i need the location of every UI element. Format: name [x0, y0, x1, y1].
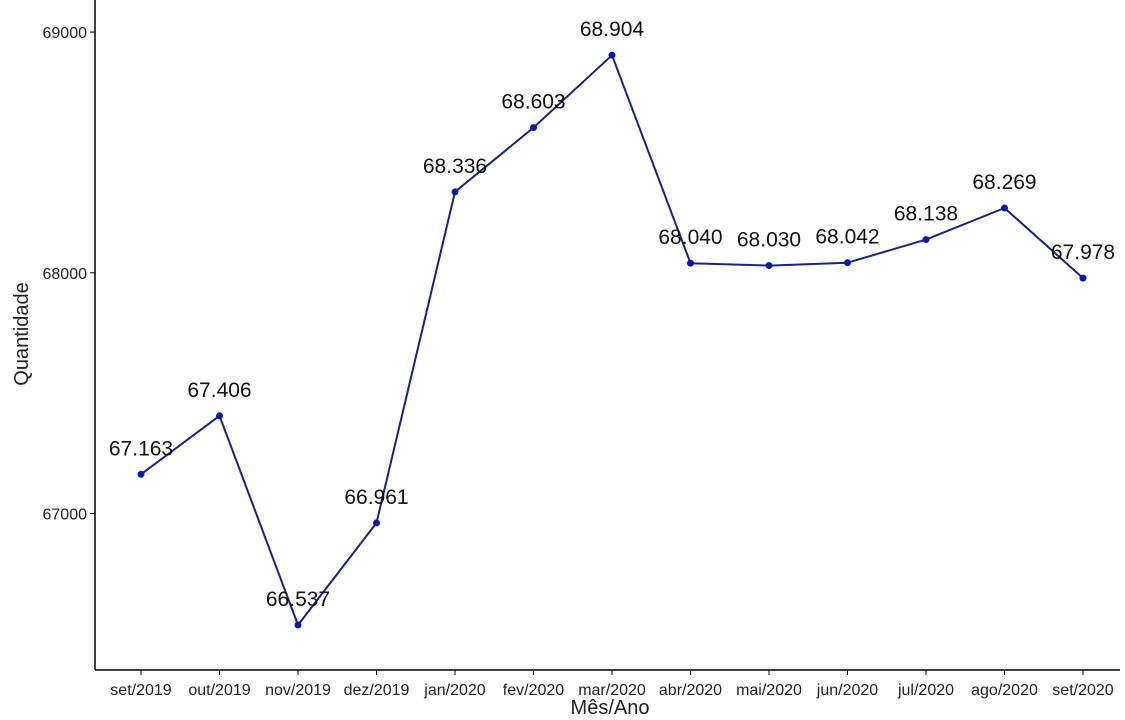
x-tick-label: set/2020 — [1052, 682, 1113, 699]
x-tick-label: abr/2020 — [659, 682, 722, 699]
data-point — [451, 188, 459, 196]
x-tick-label: dez/2019 — [344, 682, 410, 699]
y-tick-label: 69000 — [43, 25, 88, 42]
x-tick-label: mai/2020 — [736, 682, 802, 699]
data-point — [373, 519, 380, 527]
data-label: 66.537 — [266, 588, 330, 611]
data-label: 67.406 — [187, 379, 251, 402]
x-tick-label: ago/2020 — [971, 682, 1038, 699]
data-label: 68.603 — [501, 91, 565, 114]
x-tick-label: jul/2020 — [897, 682, 954, 699]
data-label: 68.030 — [737, 229, 801, 252]
data-point — [530, 124, 537, 132]
chart-data-labels: 67.163 67.406 66.537 66.961 68.336 68.603 68.9… — [109, 18, 1115, 611]
data-label: 68.904 — [580, 18, 645, 41]
data-label: 67.978 — [1051, 241, 1115, 264]
data-label: 68.138 — [894, 203, 958, 226]
data-point — [1001, 204, 1008, 212]
data-point — [1079, 274, 1087, 282]
x-tick-label: fev/2020 — [503, 682, 564, 699]
y-tick-label: 68000 — [43, 266, 88, 283]
data-label: 68.269 — [972, 171, 1036, 194]
x-tick-label: out/2019 — [188, 682, 250, 699]
data-label: 68.042 — [815, 226, 879, 249]
chart-series — [137, 51, 1087, 629]
chart-ticks: 67000 68000 69000 set/2019 out/2019 nov/2019 d… — [43, 25, 1114, 699]
x-axis-title: Mês/Ano — [571, 697, 650, 719]
data-point — [216, 412, 223, 420]
data-point — [608, 51, 616, 59]
data-label: 67.163 — [109, 437, 173, 460]
data-point — [765, 262, 773, 270]
y-tick-label: 67000 — [43, 507, 88, 524]
data-point — [844, 259, 851, 267]
x-tick-label: mar/2020 — [578, 682, 646, 699]
x-tick-label: set/2019 — [110, 682, 171, 699]
data-point — [687, 259, 694, 267]
data-label: 68.040 — [658, 226, 722, 249]
x-tick-label: nov/2019 — [265, 682, 331, 699]
series-line — [140, 54, 1084, 626]
data-label: 68.336 — [423, 155, 487, 178]
x-tick-label: jun/2020 — [816, 682, 878, 699]
x-tick-label: jan/2020 — [423, 682, 485, 699]
data-label: 66.961 — [344, 486, 408, 509]
data-point — [294, 621, 302, 629]
y-axis-title: Quantidade — [11, 282, 33, 385]
data-point — [137, 470, 145, 478]
data-point — [922, 236, 930, 244]
chart-axes — [94, 0, 1120, 671]
